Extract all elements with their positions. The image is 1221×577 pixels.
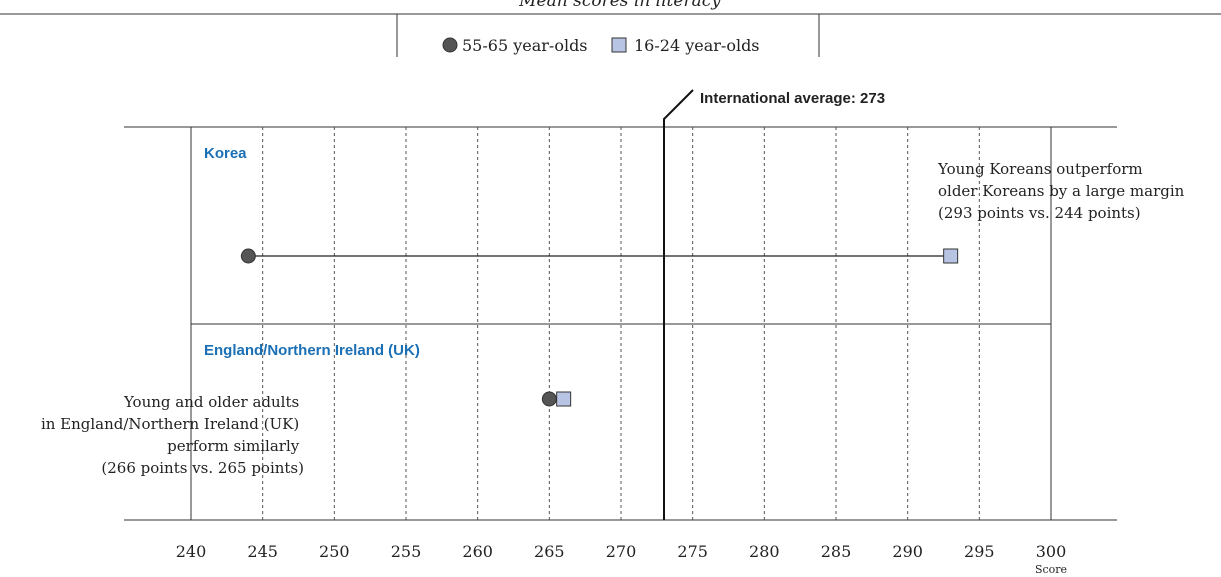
reference-line-label: International average: 273 <box>700 90 885 107</box>
annotation-korea-line-2: older Koreans by a large margin <box>938 182 1185 200</box>
annotation-england: Young and older adults in England/Northe… <box>41 393 304 477</box>
tick-label-275: 275 <box>677 542 708 561</box>
square-marker-0 <box>943 248 959 264</box>
legend-square-marker <box>611 37 627 53</box>
circle-marker-1 <box>541 391 557 407</box>
legend: 55-65 year-olds 16-24 year-olds <box>442 36 760 55</box>
grid-lines <box>190 127 1052 520</box>
legend-label-younger: 16-24 year-olds <box>634 36 760 55</box>
annotation-korea: Young Koreans outperform older Koreans b… <box>937 160 1189 222</box>
tick-label-245: 245 <box>247 542 278 561</box>
legend-label-older: 55-65 year-olds <box>462 36 588 55</box>
tick-label-295: 295 <box>964 542 995 561</box>
x-axis-label: Score <box>1035 563 1067 576</box>
circle-marker-0 <box>240 248 256 264</box>
tick-label-265: 265 <box>534 542 565 561</box>
reference-line <box>663 89 694 520</box>
legend-circle-marker <box>442 37 458 53</box>
tick-label-270: 270 <box>606 542 637 561</box>
tick-label-255: 255 <box>391 542 422 561</box>
annotation-korea-line-1: Young Koreans outperform <box>937 160 1143 178</box>
square-marker-1 <box>556 391 572 407</box>
chart-title: Mean scores in literacy <box>518 0 721 11</box>
tick-label-240: 240 <box>176 542 207 561</box>
annotation-korea-line-3: (293 points vs. 244 points) <box>938 204 1141 222</box>
annotation-england-line-4: (266 points vs. 265 points) <box>101 459 304 477</box>
annotation-england-line-2: in England/Northern Ireland (UK) <box>41 415 299 433</box>
tick-label-285: 285 <box>821 542 852 561</box>
data-marks <box>240 248 959 407</box>
reference-leader-line <box>663 89 694 127</box>
tick-label-300: 300 <box>1036 542 1067 561</box>
tick-label-280: 280 <box>749 542 780 561</box>
panel-label-england: England/Northern Ireland (UK) <box>204 342 420 359</box>
tick-label-250: 250 <box>319 542 350 561</box>
annotation-england-line-3: perform similarly <box>167 437 300 455</box>
annotation-england-line-1: Young and older adults <box>123 393 299 411</box>
panel-label-korea: Korea <box>204 145 247 162</box>
x-axis-ticks: 240 245 250 255 260 265 270 275 280 285 290 295 300 <box>176 542 1067 561</box>
tick-label-290: 290 <box>892 542 923 561</box>
tick-label-260: 260 <box>462 542 493 561</box>
